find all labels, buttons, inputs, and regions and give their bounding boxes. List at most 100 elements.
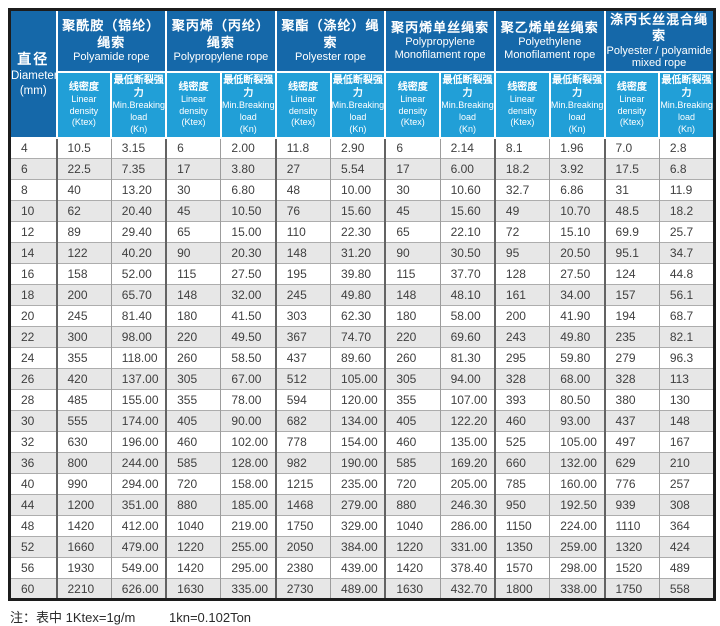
density-header-unit: (Ktex) <box>181 117 206 128</box>
value-cell: 115 <box>165 263 222 285</box>
diameter-header-unit: (mm) <box>19 84 47 97</box>
value-cell: 105.00 <box>330 368 386 390</box>
density-header-unit: (Ktex) <box>71 117 96 128</box>
value-cell: 94.00 <box>440 368 496 390</box>
diameter-cell: 60 <box>9 578 57 600</box>
value-cell: 27.50 <box>549 263 606 285</box>
value-cell: 10.60 <box>440 179 496 201</box>
value-cell: 15.60 <box>330 200 386 222</box>
value-cell: 1420 <box>165 557 222 579</box>
value-cell: 118.00 <box>111 347 167 369</box>
value-cell: 200 <box>55 284 112 306</box>
value-cell: 196.00 <box>111 431 167 453</box>
load-header-unit: (Kn) <box>568 123 586 134</box>
density-header-en: Linear density <box>179 93 208 116</box>
value-cell: 128 <box>493 263 551 285</box>
value-cell: 460 <box>493 410 551 432</box>
value-cell: 49 <box>493 200 551 222</box>
value-cell: 1220 <box>384 536 441 558</box>
diameter-cell: 20 <box>9 305 57 327</box>
value-cell: 2210 <box>55 578 112 600</box>
value-cell: 355 <box>384 389 441 411</box>
value-cell: 220 <box>165 326 222 348</box>
diameter-cell: 16 <box>9 263 57 285</box>
value-cell: 1200 <box>55 494 112 516</box>
value-cell: 1750 <box>603 578 660 600</box>
load-header-2: 最低断裂强力 Min.Breaking load (Kn) <box>219 71 277 139</box>
value-cell: 44.8 <box>659 263 715 285</box>
density-header-zh: 线密度 <box>397 81 428 93</box>
value-cell: 161 <box>493 284 551 306</box>
value-cell: 378.40 <box>440 557 496 579</box>
table-row: 52 1660 479.00 1220 255.00 2050 384.00 1220 331.… <box>9 536 715 558</box>
table-row: 6 22.5 7.35 17 3.80 27 5.54 17 6.00 18.2 3.92 17.5 6… <box>9 158 715 180</box>
group-header-en: Polypropylene Monofilament rope <box>394 36 486 62</box>
value-cell: 137.00 <box>111 368 167 390</box>
value-cell: 90 <box>384 242 441 264</box>
value-cell: 10.5 <box>55 137 112 159</box>
value-cell: 22.30 <box>330 221 386 243</box>
value-cell: 174.00 <box>111 410 167 432</box>
load-header-unit: (Kn) <box>130 123 148 134</box>
value-cell: 135.00 <box>440 431 496 453</box>
table-row: 10 62 20.40 45 10.50 76 15.60 45 15.60 49 10.70 48.… <box>9 200 715 222</box>
density-header-zh: 线密度 <box>288 81 319 93</box>
table-row: 14 122 40.20 90 20.30 148 31.20 90 30.50 95 20.50 9… <box>9 242 715 264</box>
value-cell: 1930 <box>55 557 112 579</box>
value-cell: 800 <box>55 452 112 474</box>
value-cell: 69.60 <box>440 326 496 348</box>
value-cell: 62 <box>55 200 112 222</box>
value-cell: 62.30 <box>330 305 386 327</box>
value-cell: 22.5 <box>55 158 112 180</box>
group-header-en: Polyamide rope <box>73 50 150 63</box>
value-cell: 124 <box>603 263 660 285</box>
density-header-4: 线密度 Linear density (Ktex) <box>384 71 442 139</box>
load-header-3: 最低断裂强力 Min.Breaking load (Kn) <box>329 71 387 139</box>
value-cell: 939 <box>603 494 660 516</box>
value-cell: 512 <box>274 368 332 390</box>
value-cell: 585 <box>165 452 222 474</box>
footnote: 注：表中 1Ktex=1g/m 1kn=0.102Ton <box>10 607 713 626</box>
value-cell: 39.80 <box>330 263 386 285</box>
value-cell: 180 <box>384 305 441 327</box>
load-header-unit: (Kn) <box>239 123 257 134</box>
value-cell: 31 <box>603 179 660 201</box>
value-cell: 555 <box>55 410 112 432</box>
value-cell: 76 <box>274 200 332 222</box>
value-cell: 81.40 <box>111 305 167 327</box>
value-cell: 257 <box>659 473 715 495</box>
value-cell: 40 <box>55 179 112 201</box>
diameter-cell: 10 <box>9 200 57 222</box>
density-header-en: Linear density <box>617 93 647 116</box>
table-row: 20 245 81.40 180 41.50 303 62.30 180 58.00 200 41.… <box>9 305 715 327</box>
value-cell: 489.00 <box>330 578 386 600</box>
value-cell: 2730 <box>274 578 332 600</box>
value-cell: 525 <box>493 431 551 453</box>
value-cell: 27 <box>274 158 332 180</box>
value-cell: 115 <box>384 263 441 285</box>
load-header-zh: 最低断裂强力 <box>223 75 274 100</box>
value-cell: 2.00 <box>220 137 277 159</box>
value-cell: 497 <box>603 431 660 453</box>
value-cell: 68.00 <box>549 368 606 390</box>
value-cell: 235.00 <box>330 473 386 495</box>
value-cell: 405 <box>384 410 441 432</box>
table-row: 12 89 29.40 65 15.00 110 22.30 65 22.10 72 15.10 69… <box>9 221 715 243</box>
load-header-4: 最低断裂强力 Min.Breaking load (Kn) <box>439 71 496 139</box>
diameter-cell: 4 <box>9 137 57 159</box>
value-cell: 67.00 <box>220 368 277 390</box>
rope-spec-table: 直径 Diameter (mm) 聚酰胺（锦纶）绳索 Polyamide rope 聚丙烯… <box>8 8 716 601</box>
value-cell: 6 <box>384 137 441 159</box>
value-cell: 558 <box>659 578 715 600</box>
value-cell: 626.00 <box>111 578 167 600</box>
load-header-en: Min.Breaking <box>660 100 713 111</box>
table-row: 4 10.5 3.15 6 2.00 11.8 2.90 6 2.14 8.1 1.96 7.0 2.8 <box>9 137 715 159</box>
value-cell: 65 <box>384 221 441 243</box>
value-cell: 45 <box>384 200 441 222</box>
density-header-en: Linear density <box>288 93 318 116</box>
value-cell: 194 <box>603 305 660 327</box>
density-header-3: 线密度 Linear density (Ktex) <box>274 71 332 139</box>
group-header-en: Polyester rope <box>295 50 366 63</box>
value-cell: 11.9 <box>659 179 715 201</box>
